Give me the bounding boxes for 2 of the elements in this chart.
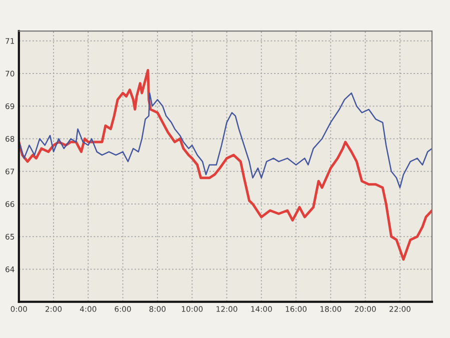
line-series: [18, 92, 432, 188]
line-series: [18, 68, 432, 261]
